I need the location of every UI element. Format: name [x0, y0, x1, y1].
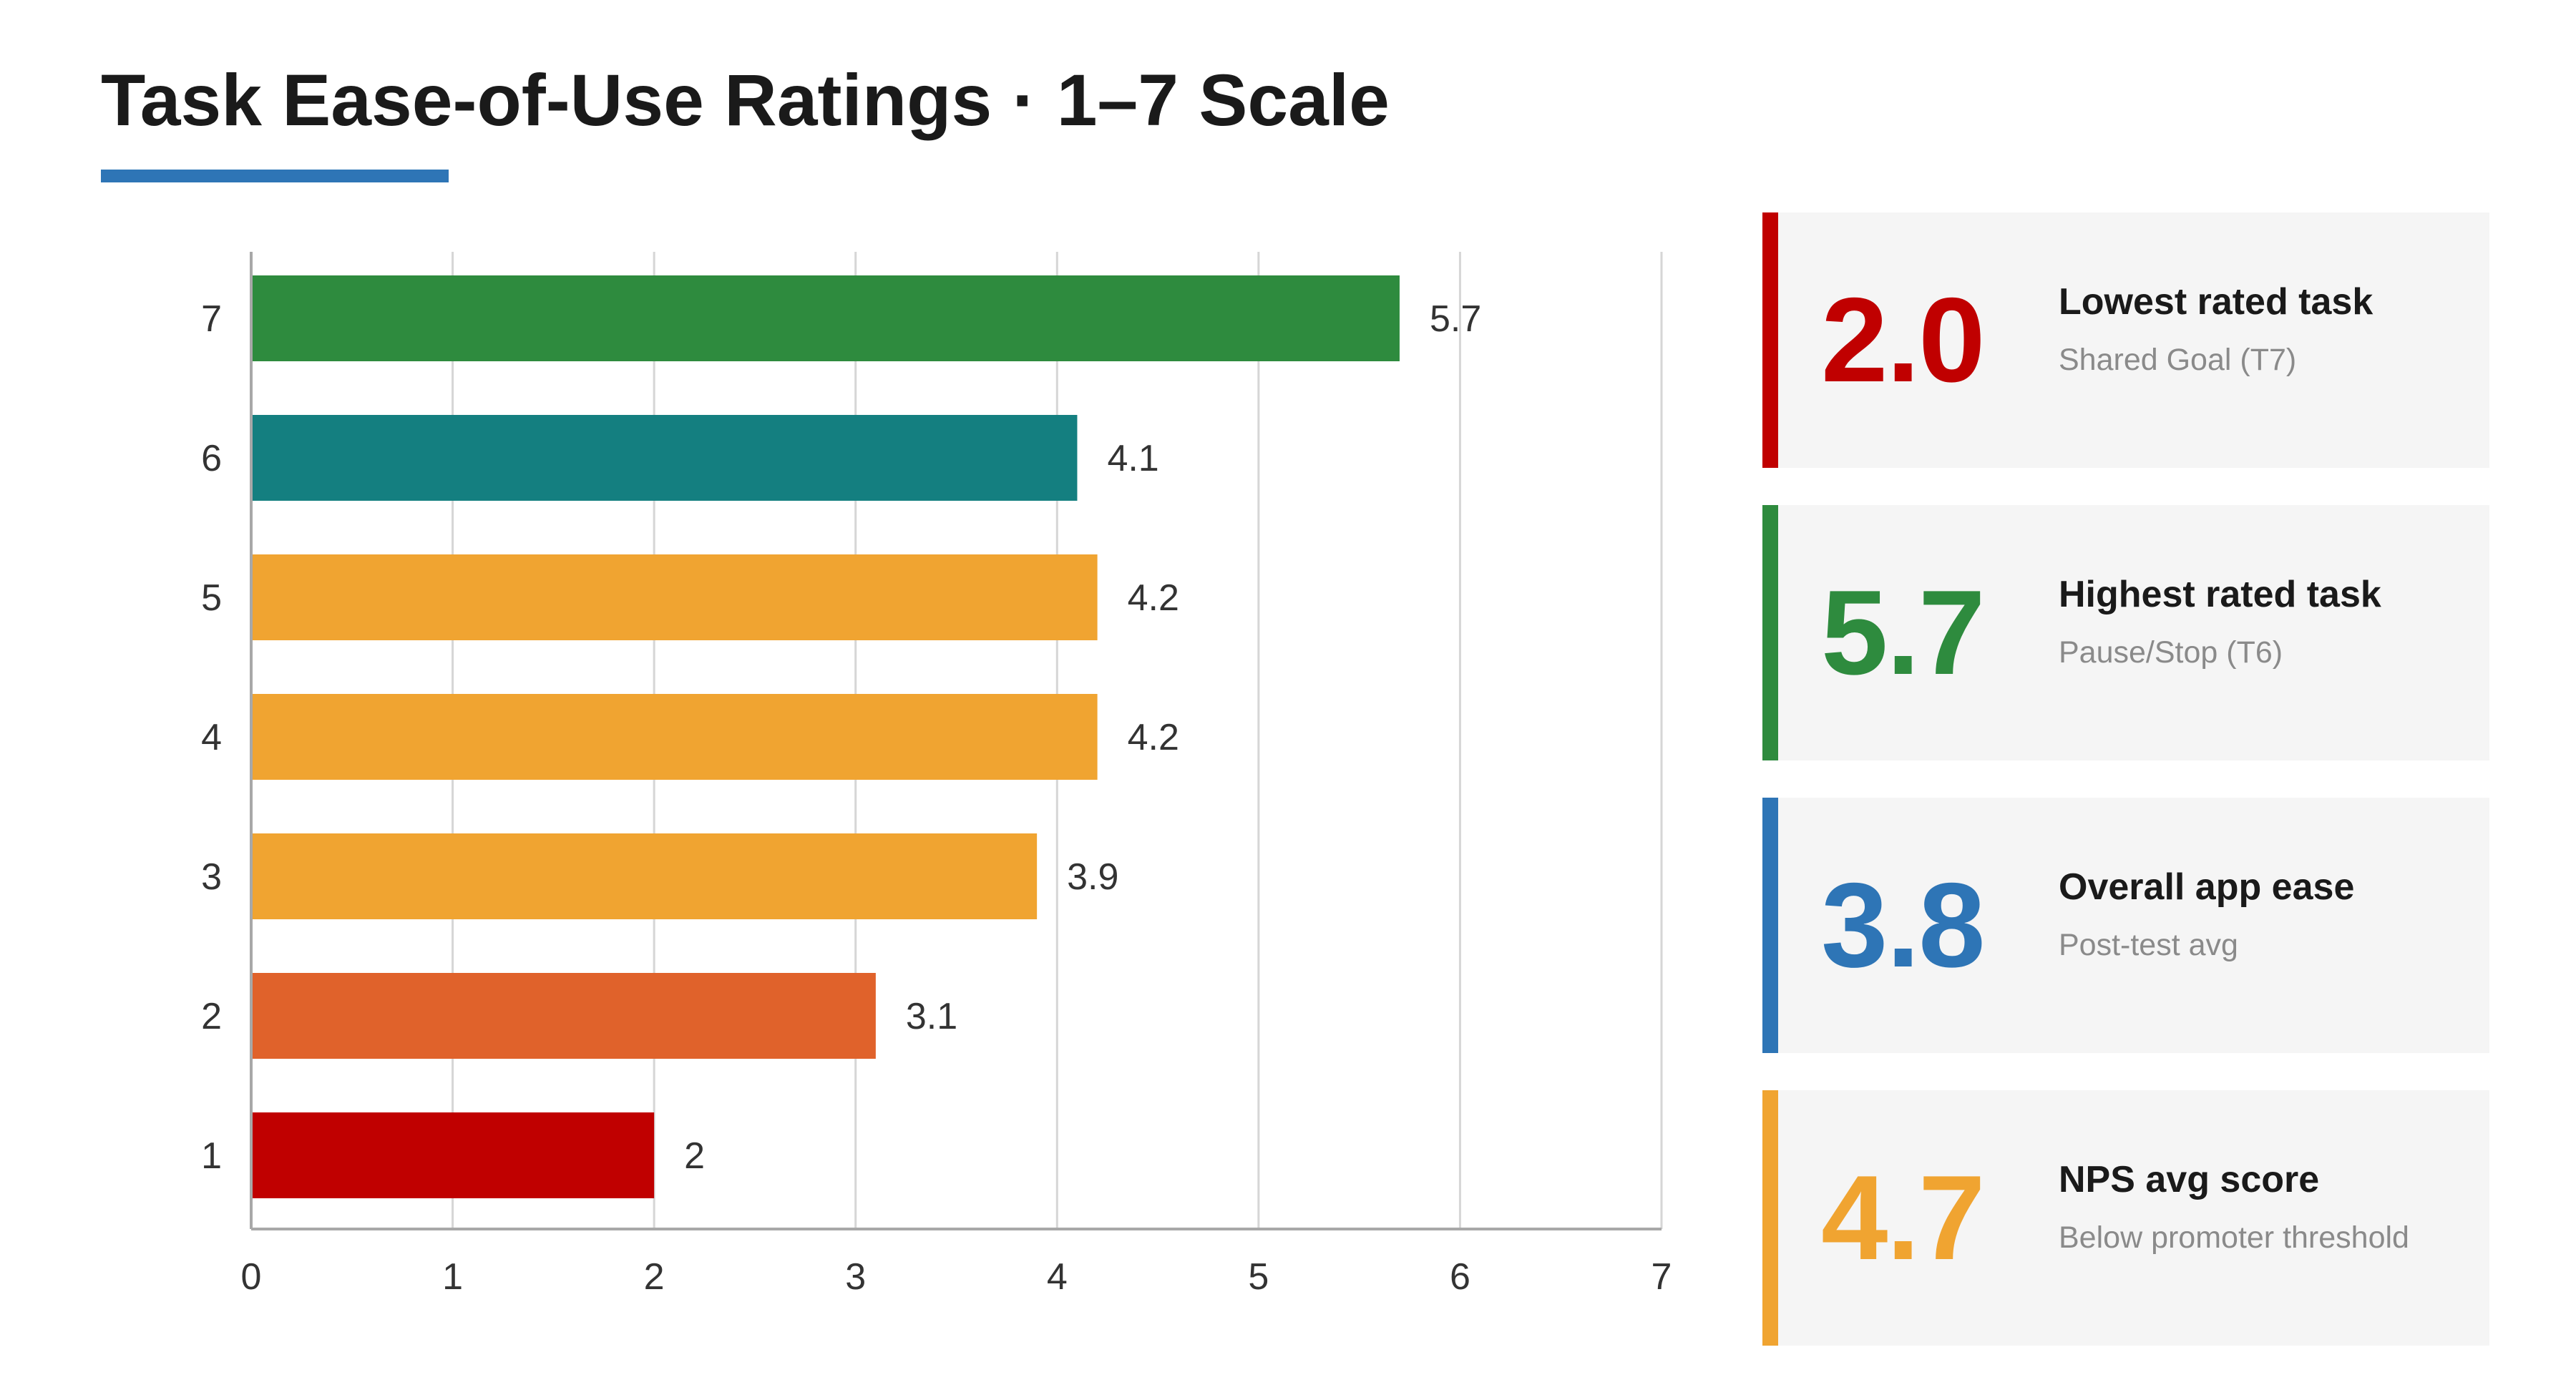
kpi-card-overall: 3.8 Overall app ease Post-test avg [1762, 798, 2489, 1053]
card-accent-bar [1762, 505, 1778, 760]
bar [251, 554, 1098, 640]
x-tick-label: 5 [1248, 1256, 1269, 1298]
category-label: 5 [201, 577, 222, 619]
card-label: Highest rated task [2059, 574, 2381, 615]
card-accent-bar [1762, 212, 1778, 468]
card-subtitle: Post-test avg [2059, 928, 2238, 962]
x-tick-label: 6 [1450, 1256, 1470, 1298]
card-value: 2.0 [1821, 273, 1986, 407]
x-tick-label: 1 [442, 1256, 463, 1298]
card-subtitle: Below promoter threshold [2059, 1220, 2409, 1255]
value-label: 5.7 [1430, 298, 1481, 340]
card-subtitle: Pause/Stop (T6) [2059, 635, 2283, 670]
card-value: 4.7 [1821, 1150, 1986, 1285]
x-tick-label: 0 [241, 1256, 262, 1298]
card-accent-bar [1762, 1090, 1778, 1346]
card-accent-bar [1762, 798, 1778, 1053]
category-label: 3 [201, 856, 222, 898]
card-subtitle: Shared Goal (T7) [2059, 343, 2297, 377]
bar [251, 694, 1098, 780]
kpi-card-lowest: 2.0 Lowest rated task Shared Goal (T7) [1762, 212, 2489, 468]
x-tick-label: 2 [644, 1256, 665, 1298]
card-label: Overall app ease [2059, 866, 2355, 908]
value-label: 4.1 [1107, 438, 1158, 479]
card-label: Lowest rated task [2059, 281, 2373, 323]
card-label: NPS avg score [2059, 1159, 2320, 1200]
category-label: 7 [201, 298, 222, 340]
x-tick-label: 4 [1047, 1256, 1068, 1298]
category-label: 1 [201, 1135, 222, 1177]
bar [251, 415, 1078, 501]
value-label: 3.9 [1067, 856, 1118, 898]
card-value: 5.7 [1821, 565, 1986, 700]
bar [251, 1112, 655, 1198]
kpi-cards: 2.0 Lowest rated task Shared Goal (T7) 5… [1762, 212, 2489, 1383]
category-label: 2 [201, 996, 222, 1037]
value-label: 4.2 [1128, 717, 1179, 758]
bar [251, 275, 1400, 361]
value-label: 3.1 [906, 996, 957, 1037]
category-label: 4 [201, 717, 222, 758]
bar-chart: 1 2 2 3.1 3 3.9 4 4.2 5 4.2 6 4.1 7 5.7 0 1 2 3 4 5 6 7 [201, 252, 1672, 1298]
value-label: 4.2 [1128, 577, 1179, 619]
value-label: 2 [684, 1135, 705, 1177]
kpi-card-highest: 5.7 Highest rated task Pause/Stop (T6) [1762, 505, 2489, 760]
card-value: 3.8 [1821, 858, 1986, 992]
page-title: Task Ease-of-Use Ratings · 1–7 Scale [101, 59, 1390, 141]
kpi-card-nps: 4.7 NPS avg score Below promoter thresho… [1762, 1090, 2489, 1346]
title-underline [101, 170, 449, 182]
category-label: 6 [201, 438, 222, 479]
bar [251, 833, 1038, 919]
x-tick-label: 7 [1652, 1256, 1672, 1298]
x-tick-label: 3 [845, 1256, 866, 1298]
bar [251, 973, 876, 1059]
